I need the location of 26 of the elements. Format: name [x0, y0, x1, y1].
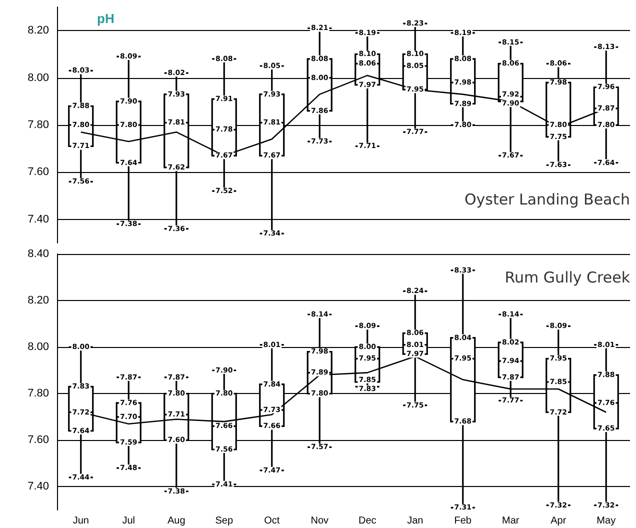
- y-tick-label: 7.80: [28, 388, 49, 400]
- y-tick-label: 7.40: [28, 213, 49, 226]
- chart-title: pH: [97, 11, 114, 26]
- x-tick-label: Sep: [215, 516, 234, 526]
- x-tick-label: Jun: [72, 516, 89, 526]
- x-tick-label: Dec: [358, 516, 376, 526]
- y-tick-label: 7.80: [28, 119, 49, 131]
- x-tick-label: Nov: [310, 516, 329, 526]
- y-tick-label: 8.00: [28, 341, 49, 354]
- y-tick-label: 8.40: [28, 248, 49, 260]
- y-tick-label: 8.20: [28, 24, 49, 37]
- x-tick-label: Mar: [502, 516, 520, 526]
- y-tick-label: 7.60: [28, 166, 49, 178]
- x-tick-label: Oct: [264, 516, 280, 526]
- x-tick-label: Apr: [550, 516, 567, 526]
- x-tick-label: Jul: [122, 516, 136, 526]
- y-tick-label: 8.00: [28, 72, 49, 84]
- x-tick-label: May: [596, 516, 616, 526]
- x-tick-label: Jan: [407, 516, 424, 526]
- y-tick-label: 7.40: [28, 480, 49, 493]
- y-tick-label: 8.20: [28, 294, 49, 307]
- annotation: Oyster Landing Beach: [464, 190, 630, 208]
- x-tick-label: Aug: [167, 516, 186, 526]
- y-tick-label: 7.60: [28, 434, 49, 446]
- x-tick-label: Feb: [454, 516, 472, 526]
- annotation: Rum Gully Creek: [504, 268, 630, 286]
